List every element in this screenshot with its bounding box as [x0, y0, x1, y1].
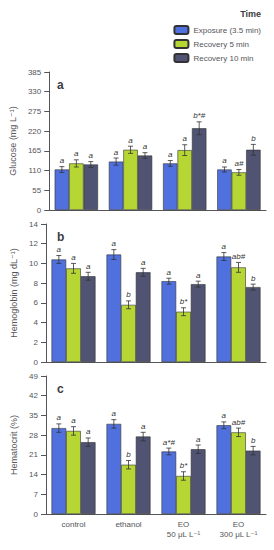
- svg-text:2: 2: [34, 338, 39, 347]
- svg-text:ethanol: ethanol: [115, 520, 141, 529]
- svg-text:ab#: ab#: [232, 418, 246, 427]
- svg-text:b: b: [126, 450, 131, 459]
- svg-text:0: 0: [34, 510, 39, 519]
- svg-text:330: 330: [28, 87, 42, 96]
- svg-text:Hemoglobin (mg dL⁻¹): Hemoglobin (mg dL⁻¹): [9, 248, 19, 337]
- svg-text:a: a: [128, 136, 133, 145]
- svg-text:385: 385: [28, 68, 42, 77]
- svg-text:49: 49: [29, 372, 38, 381]
- svg-text:50 μL L⁻¹: 50 μL L⁻¹: [167, 530, 201, 539]
- svg-text:a: a: [112, 409, 117, 418]
- svg-text:a: a: [60, 156, 65, 165]
- svg-text:a: a: [168, 150, 173, 159]
- svg-text:a: a: [89, 151, 94, 160]
- svg-text:b: b: [126, 290, 131, 299]
- svg-text:a: a: [222, 242, 227, 251]
- svg-text:b*#: b*#: [193, 111, 206, 120]
- svg-text:220: 220: [28, 127, 42, 136]
- svg-text:b: b: [57, 230, 64, 244]
- svg-text:EO: EO: [233, 520, 245, 529]
- svg-text:b*: b*: [180, 461, 188, 470]
- svg-text:Time: Time: [240, 9, 261, 19]
- svg-text:a: a: [196, 435, 201, 444]
- svg-text:a: a: [71, 253, 76, 262]
- svg-text:a: a: [57, 413, 62, 422]
- svg-text:0: 0: [37, 206, 42, 215]
- svg-text:0: 0: [34, 358, 39, 367]
- svg-text:Recovery 10 min: Recovery 10 min: [193, 54, 253, 63]
- svg-text:a: a: [57, 78, 64, 92]
- svg-text:a: a: [57, 245, 62, 254]
- svg-text:a*#: a*#: [163, 438, 176, 447]
- svg-text:21: 21: [29, 450, 38, 459]
- svg-text:a: a: [182, 134, 187, 143]
- svg-text:110: 110: [28, 166, 41, 175]
- svg-text:10: 10: [29, 259, 38, 268]
- svg-text:a: a: [143, 142, 148, 151]
- svg-text:a: a: [74, 149, 79, 158]
- svg-text:4: 4: [34, 318, 39, 327]
- svg-text:a: a: [141, 258, 146, 267]
- svg-text:b: b: [251, 274, 256, 283]
- svg-text:35: 35: [29, 411, 38, 420]
- svg-text:a: a: [167, 268, 172, 277]
- svg-text:a: a: [86, 262, 91, 271]
- svg-text:a: a: [141, 422, 146, 431]
- svg-text:165: 165: [28, 146, 42, 155]
- svg-text:Recovery 5 min: Recovery 5 min: [193, 40, 249, 49]
- svg-text:b: b: [251, 134, 256, 143]
- svg-text:Exposure (3.5 min): Exposure (3.5 min): [193, 26, 261, 35]
- svg-text:a: a: [222, 411, 227, 420]
- svg-text:300 μL L⁻¹: 300 μL L⁻¹: [220, 530, 258, 539]
- svg-text:a: a: [86, 427, 91, 436]
- svg-text:Glucose (mg L⁻¹): Glucose (mg L⁻¹): [8, 106, 18, 175]
- svg-text:42: 42: [29, 391, 38, 400]
- svg-text:8: 8: [34, 279, 39, 288]
- svg-text:a: a: [196, 271, 201, 280]
- svg-text:a: a: [71, 416, 76, 425]
- svg-text:275: 275: [28, 107, 42, 116]
- svg-text:55: 55: [32, 186, 41, 195]
- svg-text:a#: a#: [234, 159, 243, 168]
- svg-text:b: b: [251, 436, 256, 445]
- svg-text:control: control: [61, 520, 85, 529]
- svg-text:6: 6: [34, 298, 39, 307]
- svg-text:ab#: ab#: [232, 252, 246, 261]
- svg-text:7: 7: [34, 490, 39, 499]
- svg-text:12: 12: [29, 239, 38, 248]
- svg-text:14: 14: [29, 470, 38, 479]
- svg-text:EO: EO: [178, 520, 190, 529]
- svg-text:a: a: [222, 156, 227, 165]
- svg-text:Hematocrit (%): Hematocrit (%): [9, 415, 19, 475]
- svg-text:28: 28: [29, 431, 38, 440]
- svg-text:14: 14: [29, 220, 38, 229]
- svg-text:b*: b*: [180, 297, 188, 306]
- svg-text:a: a: [112, 239, 117, 248]
- svg-text:c: c: [57, 382, 64, 396]
- svg-text:a: a: [114, 148, 119, 157]
